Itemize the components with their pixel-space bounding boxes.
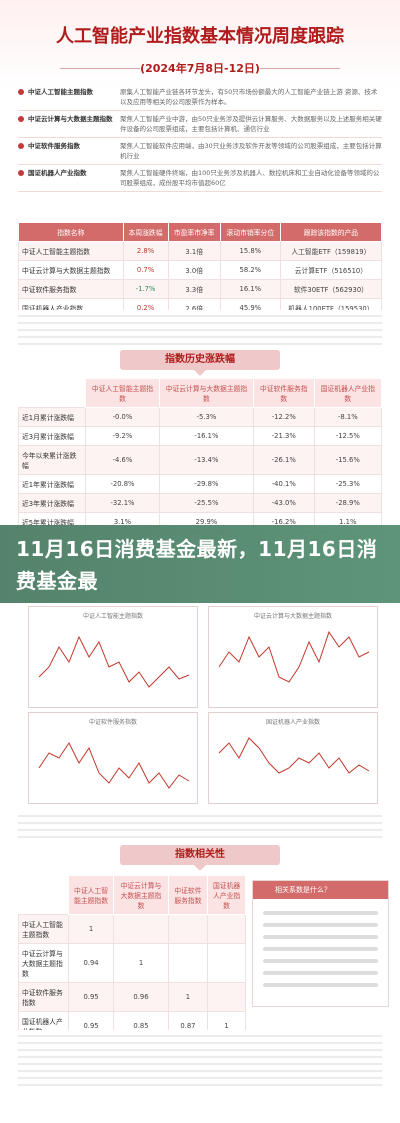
table-row: 近3年累计涨跌幅 -32.1% -25.5% -43.0% -28.9%	[18, 493, 383, 513]
line-chart	[218, 630, 370, 683]
text-line	[263, 959, 378, 963]
footnote-lines	[18, 1030, 382, 1090]
correlation-table: 中证人工智能主题指数 中证云计算与大数据主题指数 中证软件服务指数 国证机器人产…	[18, 875, 246, 1041]
overview-item: 中证软件服务指数 聚焦人工智能软件应用端，由30只业务涉及软件开发等领域的公司股票…	[18, 138, 382, 165]
table-row: 近1年累计涨跌幅 -20.8% -29.8% -40.1% -25.3%	[18, 474, 383, 494]
bullet-icon	[18, 143, 24, 149]
bullet-icon	[18, 116, 24, 122]
line-chart	[218, 737, 370, 774]
section-corr-header: 指数相关性	[120, 845, 280, 871]
table-header: 中证人工智能主题指数 中证云计算与大数据主题指数 中证软件服务指数 国证机器人产…	[18, 875, 246, 915]
table-header: 中证人工智能主题指数 中证云计算与大数据主题指数 中证软件服务指数 国证机器人产…	[18, 378, 383, 408]
bullet-icon	[18, 170, 24, 176]
correlation-explainer: 相关系数是什么？	[252, 880, 389, 1007]
table-row: 今年以来累计涨跌幅 -4.6% -13.4% -26.1% -15.6%	[18, 445, 383, 475]
chart-ai-index: 中证人工智能主题指数	[28, 606, 198, 708]
history-table: 中证人工智能主题指数 中证云计算与大数据主题指数 中证软件服务指数 国证机器人产…	[18, 378, 383, 532]
chart-software-index: 中证软件服务指数	[28, 712, 198, 804]
index-overview-list: 中证人工智能主题指数 原集人工智能产业链各环节龙头，有50只市场份额最大的人工智能…	[18, 84, 382, 192]
chart-robot-index: 国证机器人产业指数	[208, 712, 378, 804]
article-title-banner[interactable]: 11月16日消费基金最新，11月16日消费基金最	[0, 525, 400, 603]
text-line	[263, 923, 378, 927]
banner-title: 11月16日消费基金最新，11月16日消费基金最	[16, 537, 378, 593]
page-title: 人工智能产业指数基本情况周度跟踪	[56, 26, 344, 47]
bullet-icon	[18, 89, 24, 95]
date-range: (2024年7月8日-12日)	[140, 62, 260, 75]
section-history-header: 指数历史涨跌幅	[120, 350, 280, 376]
table-row: 中证软件服务指数 0.95 0.96 1	[18, 982, 246, 1012]
text-line	[263, 971, 378, 975]
pointer-icon	[194, 865, 206, 871]
overview-item: 中证云计算与大数据主题指数 聚焦人工智能产业中游，由50只业务涉及提供云计算服务、…	[18, 111, 382, 138]
chart-cloud-index: 中证云计算与大数据主题指数	[208, 606, 378, 708]
table-row: 中证云计算与大数据主题指数 0.94 1	[18, 943, 246, 983]
table-row: 中证人工智能主题指数 1	[18, 914, 246, 944]
table-row: 近1月累计涨跌幅 -0.0% -5.3% -12.2% -8.1%	[18, 407, 383, 427]
overview-item: 中证人工智能主题指数 原集人工智能产业链各环节龙头，有50只市场份额最大的人工智能…	[18, 84, 382, 111]
explainer-header: 相关系数是什么？	[253, 881, 388, 899]
text-line	[263, 911, 378, 915]
footnote-lines	[18, 310, 382, 346]
performance-table: 指数名称 本周涨跌幅 市盈率市净率 滚动市销率分位 跟踪该指数的产品 中证人工智…	[18, 222, 383, 318]
title-divider-right	[260, 68, 340, 69]
line-chart	[38, 635, 190, 688]
text-line	[263, 947, 378, 951]
overview-item: 国证机器人产业指数 聚焦人工智能硬件终端，由100只业务涉及机器人、数控机床和工业…	[18, 165, 382, 192]
footnote-lines	[18, 810, 382, 840]
title-divider-left	[60, 68, 140, 69]
table-row: 中证云计算与大数据主题指数 0.7% 3.0倍 58.2% 云计算ETF（516…	[18, 260, 383, 280]
text-line	[263, 983, 378, 987]
table-row: 中证软件服务指数 -1.7% 3.3倍 16.1% 软件30ETF（562930…	[18, 279, 383, 299]
table-row: 近3月累计涨跌幅 -9.2% -16.1% -21.3% -12.5%	[18, 426, 383, 446]
table-row: 中证人工智能主题指数 2.8% 3.1倍 15.8% 人工智能ETF（15981…	[18, 241, 383, 261]
text-line	[263, 935, 378, 939]
line-chart	[38, 742, 190, 789]
pointer-icon	[194, 370, 206, 376]
table-header: 指数名称 本周涨跌幅 市盈率市净率 滚动市销率分位 跟踪该指数的产品	[18, 222, 383, 242]
